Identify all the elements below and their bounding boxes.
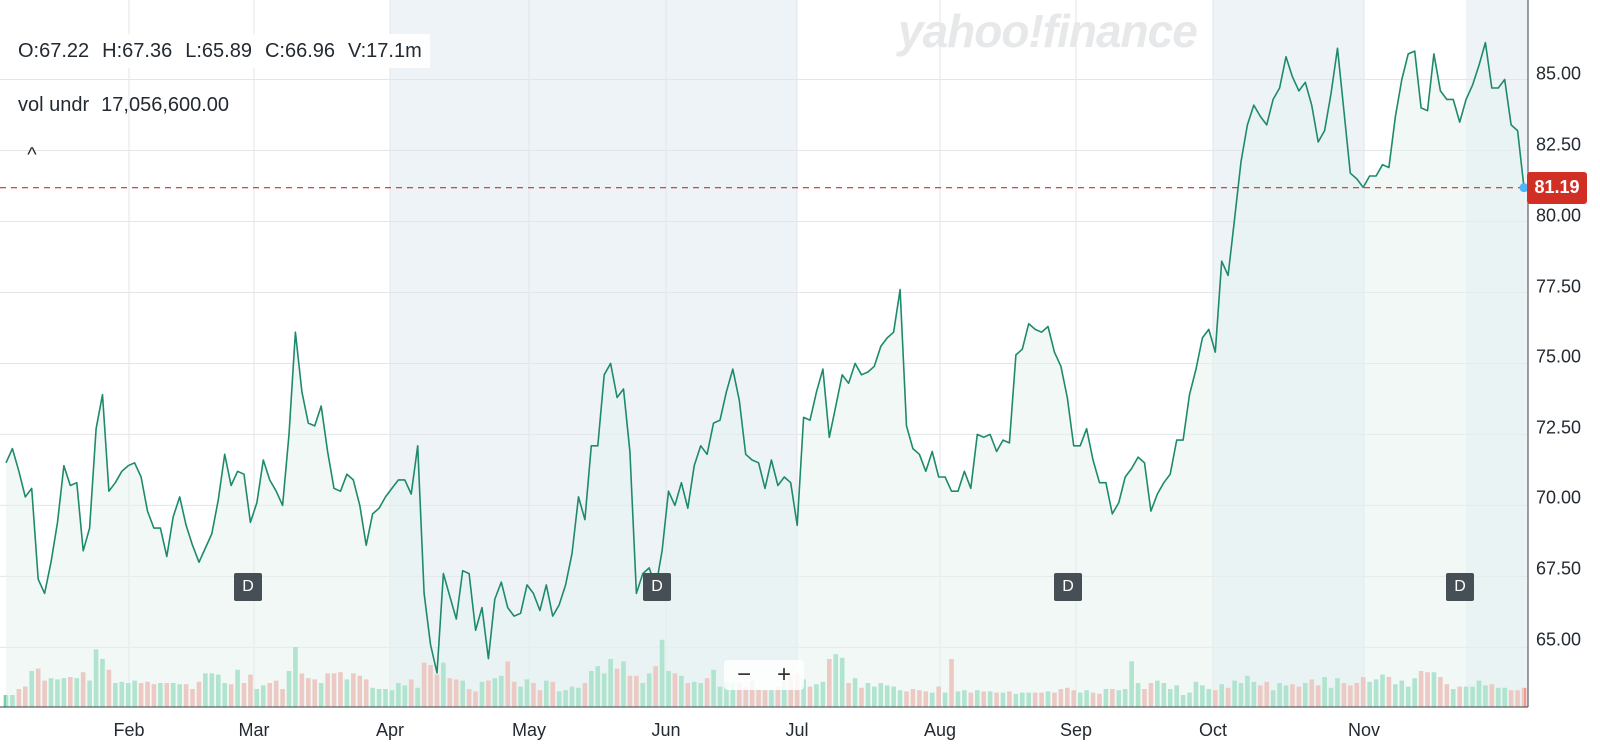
price-line <box>5 41 1525 674</box>
y-tick-label: 72.50 <box>1536 417 1582 438</box>
y-tick-label: 67.50 <box>1536 558 1582 579</box>
y-tick-label: 65.00 <box>1536 629 1582 650</box>
x-tick-label: Feb <box>113 720 145 740</box>
y-tick-label: 77.50 <box>1536 276 1582 297</box>
ohlc-close: C:66.96 <box>264 39 336 62</box>
x-tick-label: Aug <box>923 720 957 740</box>
zoom-in-button[interactable]: + <box>776 661 791 688</box>
zoom-controls: − + <box>724 660 804 690</box>
dividend-marker[interactable]: D <box>234 573 262 601</box>
current-price-tag: 81.19 <box>1527 171 1587 204</box>
price-area <box>6 42 1524 708</box>
volume-indicator-value: 17,056,600.00 <box>101 94 230 116</box>
volume-indicator-label: vol undr <box>18 94 90 116</box>
ohlc-high: H:67.36 <box>102 39 173 62</box>
collapse-caret-icon[interactable]: ^ <box>27 144 37 166</box>
y-tick-label: 80.00 <box>1536 205 1582 226</box>
x-tick-label: Oct <box>1198 720 1228 740</box>
ohlc-open: O:67.22 <box>18 39 90 62</box>
y-tick-label: 82.50 <box>1536 134 1582 155</box>
x-tick-label: Mar <box>238 720 270 740</box>
zoom-out-button[interactable]: − <box>736 661 751 688</box>
x-tick-label: Jun <box>651 720 681 740</box>
x-tick-label: Jul <box>785 720 809 740</box>
dividend-marker[interactable]: D <box>1054 573 1082 601</box>
dividend-marker[interactable]: D <box>643 573 671 601</box>
x-tick-label: May <box>511 720 547 740</box>
dividend-marker[interactable]: D <box>1446 573 1474 601</box>
yahoo-finance-watermark: yahoo!finance <box>898 5 1198 57</box>
x-tick-label: Sep <box>1059 720 1093 740</box>
y-tick-label: 85.00 <box>1536 63 1582 84</box>
ohlc-low: L:65.89 <box>185 39 252 62</box>
y-tick-label: 70.00 <box>1536 487 1582 508</box>
x-tick-label: Apr <box>375 720 405 740</box>
ohlc-readout: O:67.22 H:67.36 L:65.89 C:66.96 V:17.1m <box>10 34 430 68</box>
ohlc-volume: V:17.1m <box>348 39 422 62</box>
y-tick-label: 75.00 <box>1536 346 1582 367</box>
volume-indicator: vol undr 17,056,600.00 <box>18 94 229 117</box>
last-price-dot <box>1519 183 1529 193</box>
x-tick-label: Nov <box>1347 720 1381 740</box>
